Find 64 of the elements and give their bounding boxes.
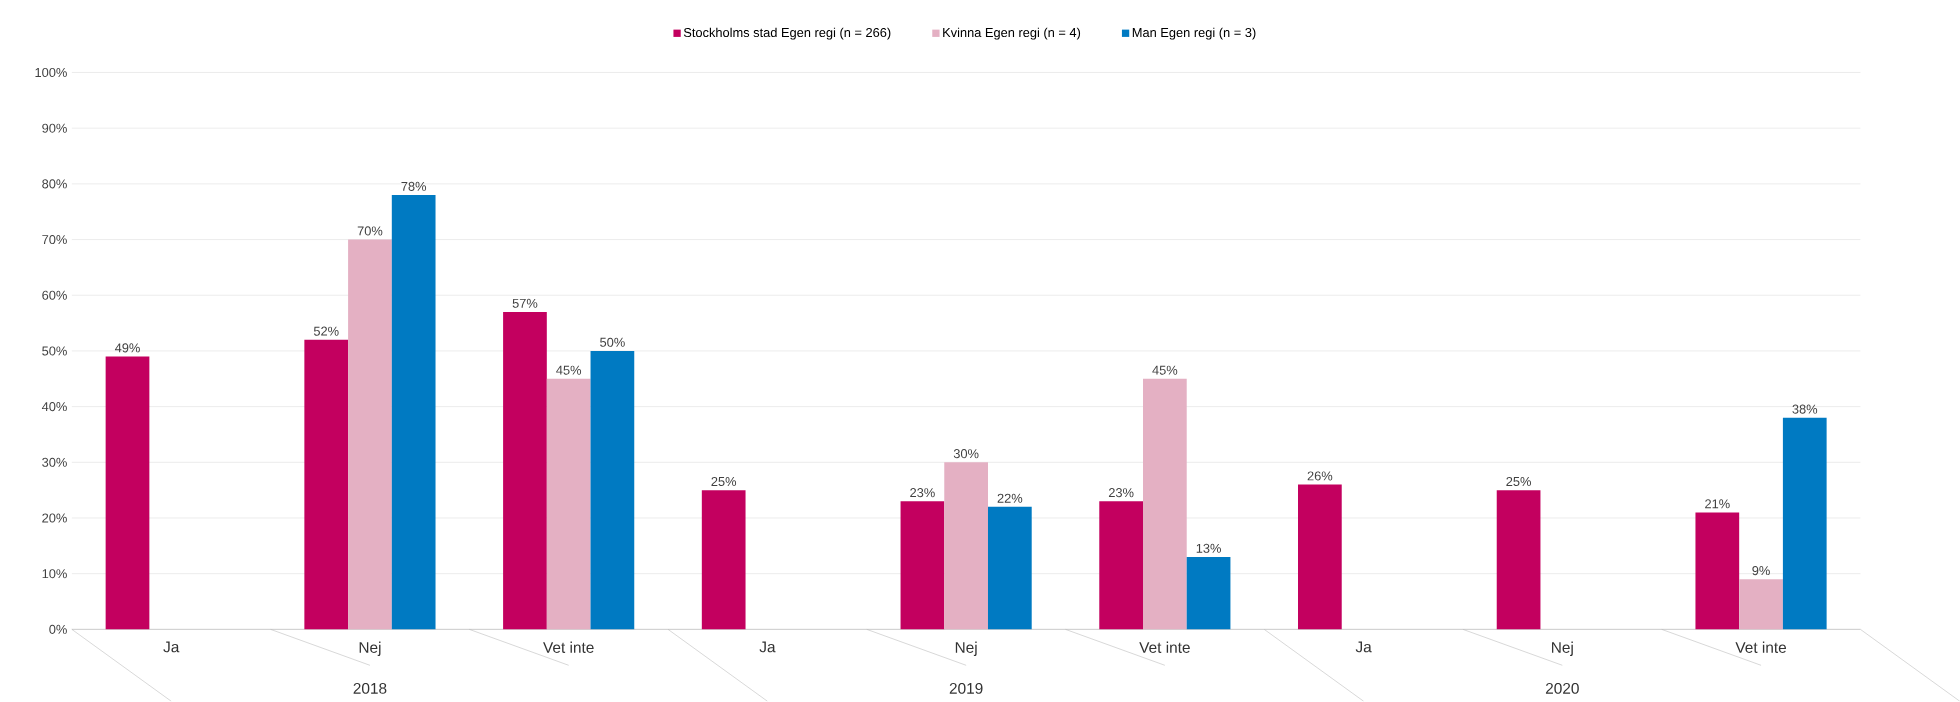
data-label: 52% [313, 326, 339, 336]
bar [105, 356, 150, 630]
bar [1739, 579, 1783, 630]
bar [391, 195, 436, 630]
text: 2020 [1545, 683, 1579, 695]
x-tick-label: Ja [163, 641, 180, 653]
y-tick-label: 100% [35, 68, 67, 78]
data-label: 49% [114, 343, 140, 353]
data-label: 38% [1792, 404, 1818, 414]
bar [1695, 512, 1740, 630]
y-tick-label: 40% [41, 402, 67, 412]
legend-label: Kvinna Egen regi (n = 4) [943, 27, 1081, 40]
legend-label: Man Egen regi (n = 3) [1132, 27, 1256, 40]
x-tick-label: Vet inte [1735, 641, 1787, 654]
bar [1186, 557, 1231, 630]
y-tick-label: 30% [42, 457, 67, 468]
bar [590, 351, 635, 630]
bar [1298, 484, 1342, 630]
bar [546, 379, 591, 630]
data-label: 57% [512, 299, 538, 309]
data-label: 9% [1752, 566, 1770, 576]
y-tick-label: 10% [42, 569, 67, 579]
y-tick-label: 60% [42, 290, 67, 300]
y-tick-label: 90% [42, 123, 67, 133]
bar [304, 340, 349, 630]
bar [1496, 490, 1541, 630]
legend-label: Stockholms stad Egen regi (n = 266) [683, 27, 891, 40]
y-tick-label: 50% [42, 346, 67, 356]
data-label: 23% [1108, 488, 1134, 498]
bar [900, 501, 945, 630]
y-tick-label: 20% [42, 513, 67, 523]
x-tick-label: Vet inte [1139, 641, 1190, 654]
text: 2019 [949, 683, 983, 695]
bar [503, 312, 547, 630]
x-tick-label: Vet inte [543, 641, 594, 654]
y-tick-label: 70% [42, 235, 67, 245]
data-label: 78% [401, 182, 427, 192]
y-tick-label: 0% [49, 625, 67, 635]
x-tick-label: Nej [359, 641, 381, 657]
bar [701, 490, 746, 630]
x-tick-label: Nej [955, 641, 977, 657]
x-tick-label: Nej [1552, 641, 1573, 657]
y-tick-label: 80% [42, 179, 67, 189]
bar [987, 507, 1032, 630]
data-label: 45% [556, 365, 582, 375]
data-label: 25% [1506, 477, 1531, 487]
bar [1143, 379, 1187, 630]
data-label: 25% [711, 477, 737, 487]
x-tick-label: Ja [1355, 641, 1372, 653]
data-label: 50% [600, 337, 625, 348]
data-label: 70% [357, 226, 383, 236]
data-label: 23% [910, 488, 935, 498]
x-tick-label: Ja [759, 641, 776, 653]
bar [348, 239, 392, 630]
data-label: 26% [1307, 471, 1333, 481]
data-label: 21% [1705, 499, 1730, 509]
text: 2018 [353, 683, 387, 695]
data-label: 22% [997, 493, 1023, 503]
data-label: 30% [953, 449, 979, 459]
bar [1099, 501, 1143, 630]
bar [1782, 417, 1827, 630]
data-label: 13% [1196, 544, 1221, 554]
bar [944, 462, 988, 630]
data-label: 45% [1152, 365, 1178, 375]
